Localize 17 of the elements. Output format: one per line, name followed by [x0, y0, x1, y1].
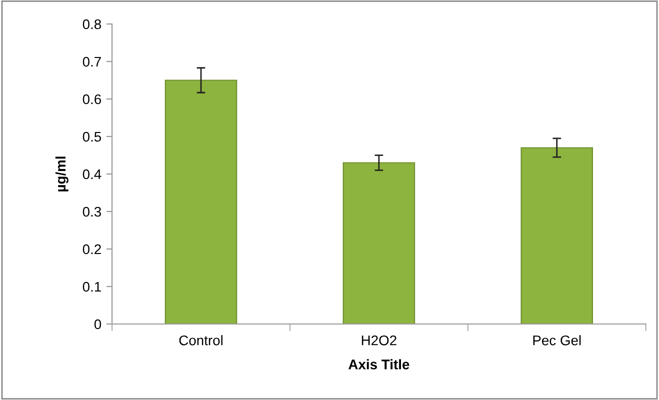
bar [164, 80, 238, 324]
y-tick-label: 0.5 [82, 132, 102, 142]
bar [342, 162, 416, 324]
bar [520, 147, 593, 324]
x-tick-label: Control [179, 335, 222, 346]
y-axis-title: µg/ml [55, 156, 68, 192]
y-tick-label: 0.4 [82, 169, 102, 180]
x-tick-label: H2O2 [362, 335, 396, 346]
y-tick-label: 0.8 [82, 19, 102, 30]
y-tick-label: 0 [94, 319, 102, 330]
x-tick-label: Pec Gel [533, 335, 581, 346]
y-tick-label: 0.3 [82, 206, 102, 217]
y-tick-label: 0.1 [82, 282, 101, 292]
y-tick-label: 0.7 [82, 56, 101, 67]
y-tick-label: 0.6 [82, 94, 102, 104]
x-axis-title: Axis Title [348, 359, 410, 370]
y-tick-label: 0.2 [82, 244, 101, 254]
